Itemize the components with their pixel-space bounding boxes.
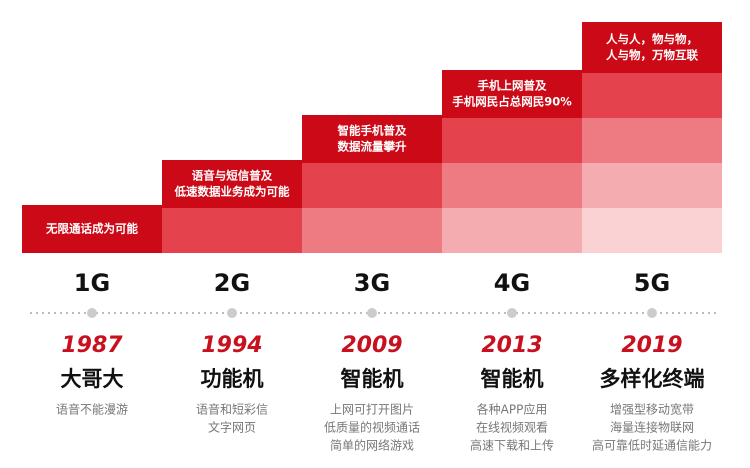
description: 简单的网络游戏 <box>330 438 414 453</box>
bar-text: 手机网民占总网民90% <box>452 95 572 109</box>
device: 智能机 <box>341 367 404 391</box>
step-block <box>302 115 442 163</box>
timeline-dot <box>367 308 377 318</box>
bar-text: 低速数据业务成为可能 <box>174 185 290 199</box>
step-block <box>582 118 722 163</box>
step-block <box>22 205 162 253</box>
step-block <box>442 208 582 253</box>
description: 在线视频观看 <box>476 420 548 435</box>
device: 多样化终端 <box>600 367 705 391</box>
bar-text: 数据流量攀升 <box>338 140 407 154</box>
year: 1987 <box>61 333 123 358</box>
description: 增强型移动宽带 <box>610 402 694 417</box>
year: 2019 <box>621 333 682 358</box>
bar-text: 语音与短信普及 <box>192 169 273 183</box>
description: 各种APP应用 <box>477 402 548 417</box>
bar-text: 人与物，万物互联 <box>606 48 698 62</box>
bar-text: 人与人，物与物， <box>606 32 698 46</box>
device: 智能机 <box>481 367 544 391</box>
generation: 3G <box>354 269 390 297</box>
generation: 4G <box>494 269 530 297</box>
step-block <box>302 208 442 253</box>
generation: 1G <box>74 269 110 297</box>
bar-text: 手机上网普及 <box>478 79 547 93</box>
generation: 2G <box>214 269 250 297</box>
timeline-dot <box>87 308 97 318</box>
step-block <box>162 208 302 253</box>
step-block <box>582 73 722 118</box>
timeline-dot <box>647 308 657 318</box>
description: 海量连接物联网 <box>610 420 694 435</box>
timeline-dot <box>507 308 517 318</box>
description: 低质量的视频通话 <box>324 420 420 435</box>
generation: 5G <box>634 269 670 297</box>
step-block <box>442 163 582 208</box>
year: 2013 <box>481 333 542 358</box>
year: 1994 <box>201 333 262 358</box>
description: 语音不能漫游 <box>56 402 128 417</box>
step-block <box>582 208 722 253</box>
description: 上网可打开图片 <box>330 403 414 417</box>
bar-text: 无限通话成为可能 <box>45 222 138 236</box>
description: 高可靠低时延通信能力 <box>592 438 712 453</box>
device: 大哥大 <box>61 367 124 391</box>
timeline-dot <box>227 308 237 318</box>
step-block <box>582 163 722 208</box>
step-block <box>582 22 722 73</box>
step-block <box>162 160 302 208</box>
step-block <box>442 118 582 163</box>
device: 功能机 <box>201 367 264 391</box>
description: 语音和短彩信 <box>196 402 268 417</box>
step-block <box>302 163 442 208</box>
year: 2009 <box>341 333 402 358</box>
description: 高速下载和上传 <box>470 438 554 453</box>
bar-text: 智能手机普及 <box>338 124 407 138</box>
step-block <box>442 70 582 118</box>
description: 文字网页 <box>208 420 256 435</box>
